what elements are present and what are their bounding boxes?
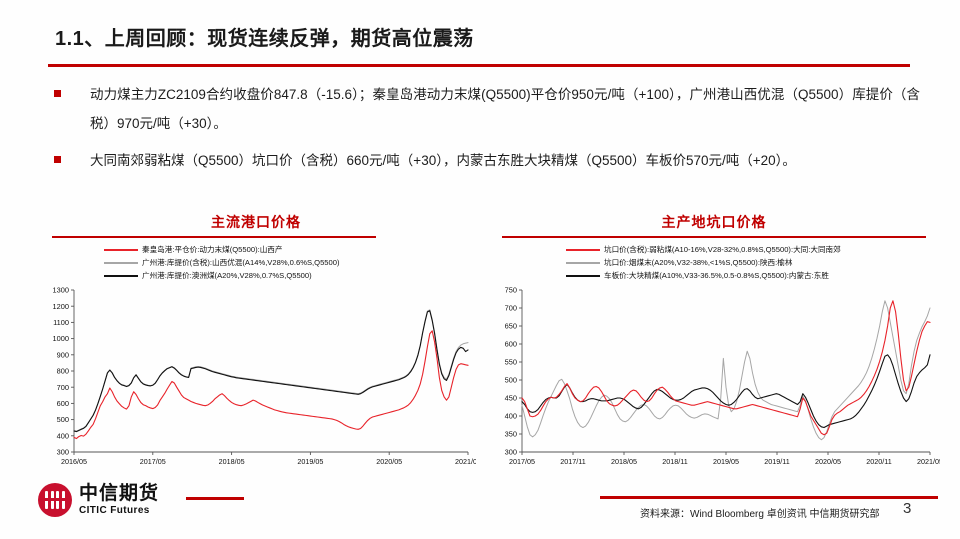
svg-text:750: 750: [505, 285, 517, 294]
page-title: 1.1、上周回顾：现货连续反弹，期货高位震荡: [55, 28, 474, 50]
svg-text:400: 400: [57, 431, 69, 440]
page-number: 3: [903, 500, 912, 517]
svg-text:650: 650: [505, 321, 517, 330]
chart-panel-port-prices: 主流港口价格 秦皇岛港:平仓价:动力末煤(Q5500):山西产 广州港:库提价(…: [36, 212, 476, 480]
chart-panel-mine-prices: 主产地坑口价格 坑口价(含税):弱粘煤(A10-16%,V28-32%,0.8%…: [488, 212, 940, 480]
svg-text:600: 600: [505, 339, 517, 348]
svg-text:900: 900: [57, 350, 69, 359]
chart-legend: 坑口价(含税):弱粘煤(A10-16%,V28-32%,0.8%S,Q5500)…: [488, 244, 940, 282]
svg-text:800: 800: [57, 366, 69, 375]
legend-item: 秦皇岛港:平仓价:动力末煤(Q5500):山西产: [36, 244, 476, 256]
legend-swatch-icon: [566, 261, 600, 264]
citic-logo-bars-icon: [44, 491, 66, 509]
legend-label: 广州港:库提价(含税):山西优混(A14%,V28%,0.6%S,Q5500): [142, 257, 340, 267]
list-item: 大同南郊弱粘煤（Q5500）坑口价（含税）660元/吨（+30），内蒙古东胜大块…: [50, 146, 920, 175]
bullet-text: 动力煤主力ZC2109合约收盘价847.8（-15.6）；秦皇岛港动力末煤(Q5…: [90, 87, 920, 131]
legend-swatch-icon: [566, 248, 600, 251]
bullet-list: 动力煤主力ZC2109合约收盘价847.8（-15.6）；秦皇岛港动力末煤(Q5…: [50, 80, 920, 183]
footer-divider: [600, 496, 938, 499]
svg-text:2021/05: 2021/05: [455, 457, 476, 466]
svg-text:2016/05: 2016/05: [61, 457, 87, 466]
svg-text:600: 600: [57, 399, 69, 408]
svg-text:2019/05: 2019/05: [297, 457, 323, 466]
svg-text:400: 400: [505, 411, 517, 420]
svg-text:300: 300: [57, 447, 69, 456]
footer-source: 资料来源：Wind Bloomberg 卓创资讯 中信期货研究部: [640, 509, 880, 520]
svg-text:1200: 1200: [53, 301, 69, 310]
legend-swatch-icon: [566, 274, 600, 277]
svg-text:350: 350: [505, 429, 517, 438]
svg-text:2018/05: 2018/05: [219, 457, 245, 466]
line-chart-svg: 300 350 400 450 500 550 600 650 700 750 2017/05 201…: [505, 285, 940, 466]
chart-title-divider: [502, 236, 926, 238]
chart-plot-area: 300 350 400 450 500 550 600 650 700 750 2017/05 201…: [488, 284, 940, 474]
chart-title: 主产地坑口价格: [661, 214, 767, 230]
svg-text:2019/05: 2019/05: [713, 457, 739, 466]
svg-text:2020/11: 2020/11: [866, 457, 891, 466]
legend-swatch-icon: [104, 274, 138, 277]
svg-text:500: 500: [505, 375, 517, 384]
bullet-marker-icon: [54, 156, 61, 163]
logo-divider: [186, 497, 244, 500]
title-divider: [48, 64, 910, 67]
legend-item: 广州港:库提价:澳洲煤(A20%,V28%,0.7%S,Q5500): [36, 270, 476, 282]
svg-text:1300: 1300: [53, 285, 69, 294]
svg-text:700: 700: [505, 303, 517, 312]
bullet-text: 大同南郊弱粘煤（Q5500）坑口价（含税）660元/吨（+30），内蒙古东胜大块…: [90, 153, 796, 168]
legend-item: 广州港:库提价(含税):山西优混(A14%,V28%,0.6%S,Q5500): [36, 257, 476, 269]
legend-label: 秦皇岛港:平仓价:动力末煤(Q5500):山西产: [142, 244, 283, 254]
line-chart-svg: 300 400 500 600 700 800 900 1000 1100 1200 1300 201…: [53, 285, 476, 466]
svg-text:2017/05: 2017/05: [140, 457, 166, 466]
svg-text:1100: 1100: [53, 318, 69, 327]
legend-item: 坑口价:烟煤末(A20%,V32-38%,<1%S,Q5500):陕西:榆林: [488, 257, 940, 269]
list-item: 动力煤主力ZC2109合约收盘价847.8（-15.6）；秦皇岛港动力末煤(Q5…: [50, 80, 920, 138]
svg-text:2019/11: 2019/11: [764, 457, 789, 466]
legend-label: 坑口价:烟煤末(A20%,V32-38%,<1%S,Q5500):陕西:榆林: [604, 257, 793, 267]
legend-label: 广州港:库提价:澳洲煤(A20%,V28%,0.7%S,Q5500): [142, 270, 312, 280]
legend-label: 车板价:大块精煤(A10%,V33-36.5%,0.5-0.8%S,Q5500)…: [604, 270, 829, 280]
svg-text:1000: 1000: [53, 334, 69, 343]
logo-text-cn: 中信期货: [79, 483, 160, 504]
legend-swatch-icon: [104, 261, 138, 264]
svg-text:2017/11: 2017/11: [560, 457, 585, 466]
legend-label: 坑口价(含税):弱粘煤(A10-16%,V28-32%,0.8%S,Q5500)…: [604, 244, 841, 254]
svg-text:550: 550: [505, 357, 517, 366]
svg-text:700: 700: [57, 382, 69, 391]
svg-text:2020/05: 2020/05: [815, 457, 841, 466]
svg-text:2018/05: 2018/05: [611, 457, 637, 466]
logo-text: 中信期货 CITIC Futures: [79, 484, 159, 516]
svg-text:500: 500: [57, 415, 69, 424]
svg-text:2017/05: 2017/05: [509, 457, 535, 466]
chart-plot-area: 300 400 500 600 700 800 900 1000 1100 1200 1300 201…: [36, 284, 476, 474]
chart-legend: 秦皇岛港:平仓价:动力末煤(Q5500):山西产 广州港:库提价(含税):山西优…: [36, 244, 476, 282]
bullet-marker-icon: [54, 90, 61, 97]
chart-title: 主流港口价格: [211, 214, 301, 230]
svg-text:450: 450: [505, 393, 517, 402]
svg-text:300: 300: [505, 447, 517, 456]
chart-title-divider: [52, 236, 376, 238]
svg-text:2018/11: 2018/11: [662, 457, 687, 466]
legend-swatch-icon: [104, 248, 138, 251]
legend-item: 车板价:大块精煤(A10%,V33-36.5%,0.5-0.8%S,Q5500)…: [488, 270, 940, 282]
legend-item: 坑口价(含税):弱粘煤(A10-16%,V28-32%,0.8%S,Q5500)…: [488, 244, 940, 256]
citic-futures-logo: 中信期货 CITIC Futures: [38, 483, 159, 517]
svg-text:2021/05: 2021/05: [917, 457, 940, 466]
svg-text:2020/05: 2020/05: [376, 457, 402, 466]
citic-logo-icon: [38, 483, 72, 517]
logo-text-en: CITIC Futures: [79, 505, 150, 516]
